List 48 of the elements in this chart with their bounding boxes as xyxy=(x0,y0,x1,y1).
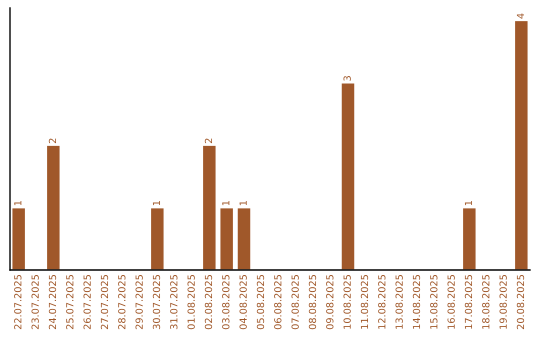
data-label: 2 xyxy=(204,138,212,144)
data-label: 1 xyxy=(240,200,247,206)
x-tick-label: 14.08.2025 xyxy=(412,275,420,329)
x-tick-label: 24.07.2025 xyxy=(48,275,56,330)
x-tick-label: 05.08.2025 xyxy=(256,275,264,330)
x-tick-label: 18.08.2025 xyxy=(482,275,490,329)
x-tick-label: 16.08.2025 xyxy=(447,275,455,329)
x-tick-label: 13.08.2025 xyxy=(395,275,403,329)
x-tick-label: 29.07.2025 xyxy=(135,275,143,330)
x-tick-label: 10.08.2025 xyxy=(343,275,351,329)
bar xyxy=(150,206,165,270)
x-tick-label: 22.07.2025 xyxy=(14,275,22,330)
data-label: 1 xyxy=(14,200,22,206)
x-tick-label: 17.08.2025 xyxy=(464,275,472,329)
x-tick-label: 09.08.2025 xyxy=(326,275,334,330)
bar xyxy=(11,206,26,270)
bar xyxy=(219,206,234,270)
x-tick-label: 20.08.2025 xyxy=(516,275,524,330)
x-tick-label: 04.08.2025 xyxy=(239,275,247,330)
bar xyxy=(340,82,356,270)
x-tick-label: 28.07.2025 xyxy=(118,275,126,330)
bar xyxy=(46,144,61,270)
bar xyxy=(202,144,217,270)
x-tick-label: 08.08.2025 xyxy=(308,275,316,330)
x-tick-label: 12.08.2025 xyxy=(378,275,386,329)
x-tick-label: 23.07.2025 xyxy=(31,275,39,330)
x-tick-label: 19.08.2025 xyxy=(499,275,507,329)
data-label: 1 xyxy=(152,200,160,206)
bar xyxy=(462,206,477,270)
x-tick-label: 25.07.2025 xyxy=(66,275,74,330)
x-tick-label: 15.08.2025 xyxy=(430,275,438,329)
data-label: 4 xyxy=(516,13,524,19)
x-tick-label: 31.07.2025 xyxy=(170,275,178,330)
data-label: 3 xyxy=(343,76,351,81)
x-tick-label: 30.07.2025 xyxy=(152,275,160,330)
x-tick-label: 26.07.2025 xyxy=(83,275,91,330)
x-tick-label: 06.08.2025 xyxy=(274,275,282,330)
x-tick-label: 27.07.2025 xyxy=(100,275,108,330)
data-label: 1 xyxy=(464,200,472,206)
x-tick-label: 01.08.2025 xyxy=(187,275,195,330)
x-tick-label: 07.08.2025 xyxy=(291,275,299,330)
data-label: 1 xyxy=(222,200,230,206)
bar xyxy=(514,20,529,270)
bar xyxy=(236,206,252,270)
data-label: 2 xyxy=(48,138,56,144)
x-tick-label: 02.08.2025 xyxy=(204,275,212,330)
x-tick-label: 03.08.2025 xyxy=(222,275,230,330)
x-tick-label: 11.08.2025 xyxy=(360,275,368,329)
